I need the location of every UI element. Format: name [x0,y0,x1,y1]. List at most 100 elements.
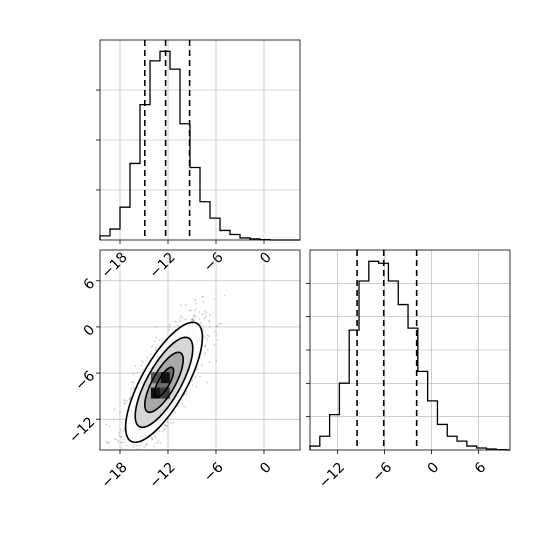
scatter-point [216,324,219,327]
scatter-point [205,311,208,314]
scatter-point [164,424,167,426]
scatter-point [194,307,197,310]
scatter-point [199,357,202,359]
scatter-point [190,318,193,321]
scatter-point [161,337,164,340]
scatter-point [193,309,196,312]
scatter-point [163,424,166,427]
scatter-point [119,411,121,414]
density-xtick-label: −18 [99,459,131,491]
scatter-point [119,435,122,438]
scatter-point [133,444,135,447]
hist-x1-xtick-label: −12 [147,249,179,281]
scatter-point [140,364,143,367]
scatter-point [120,457,122,459]
density-ytick-label: −6 [72,368,98,394]
scatter-point [193,315,195,318]
scatter-point [203,336,205,338]
scatter-point [112,418,115,421]
histogram-panel-x2: −12 −6 0 6 [306,249,511,492]
scatter-point [206,381,209,384]
scatter-point [125,451,127,453]
scatter-point [209,313,212,316]
scatter-point [129,395,132,398]
scatter-point [126,400,129,402]
scatter-point [201,312,203,315]
scatter-point [119,429,122,432]
density-contour-line [144,351,184,414]
scatter-point [180,315,183,317]
scatter-point [121,421,124,424]
hist-x2-xtick-label: 6 [472,459,490,477]
scatter-point [198,317,201,320]
density-core-bin [159,387,170,399]
histogram-panel-x1: −18 −12 −6 0 [96,39,301,282]
scatter-point [132,388,135,391]
scatter-point [151,438,154,441]
scatter-point [195,386,197,389]
hist-x2-frame [309,249,511,451]
scatter-point [194,376,197,379]
scatter-point [146,356,149,358]
scatter-point [223,294,226,297]
scatter-point [191,319,194,322]
scatter-point [135,451,137,453]
scatter-point [131,460,133,462]
scatter-point [191,384,194,387]
scatter-point [121,441,124,444]
scatter-point [145,443,148,445]
scatter-point [168,328,171,331]
scatter-point [168,323,171,326]
scatter-point [150,437,153,440]
hist-x2-xtick-label: −12 [316,459,348,491]
density-plot-area [91,294,226,470]
scatter-point [96,437,98,439]
scatter-point [215,334,218,337]
scatter-point [124,401,127,404]
scatter-point [191,318,193,321]
scatter-point [117,441,120,443]
scatter-point [175,320,178,323]
scatter-point [137,468,139,470]
scatter-point [180,402,183,405]
scatter-point [123,438,126,440]
scatter-point [112,453,114,455]
scatter-point [120,435,122,438]
scatter-point [150,346,153,348]
scatter-point [121,451,123,453]
scatter-point [151,437,154,440]
scatter-point [154,340,156,342]
scatter-point [208,361,211,363]
scatter-point [191,378,194,381]
scatter-point [107,441,110,444]
scatter-point [181,316,184,319]
scatter-point [193,314,196,317]
scatter-point [213,343,215,346]
scatter-point [192,317,194,320]
scatter-point [128,397,131,400]
scatter-point [134,365,137,368]
scatter-point [128,398,131,401]
scatter-point [196,367,199,370]
scatter-point [165,425,168,428]
scatter-point [124,399,127,402]
scatter-point [121,447,124,449]
scatter-point [201,364,204,366]
scatter-point [172,421,175,424]
scatter-point [133,387,136,389]
density-core-bin [151,372,161,384]
density-core-bin [159,372,170,384]
scatter-point [91,463,93,465]
scatter-point [115,438,118,441]
scatter-point [202,300,205,303]
scatter-point [208,325,211,328]
scatter-point [135,451,137,453]
scatter-point [208,319,210,322]
scatter-point [136,448,139,450]
scatter-point [203,344,206,347]
scatter-point [130,388,132,391]
scatter-point [154,435,157,438]
scatter-point [204,344,207,347]
scatter-point [131,446,134,449]
